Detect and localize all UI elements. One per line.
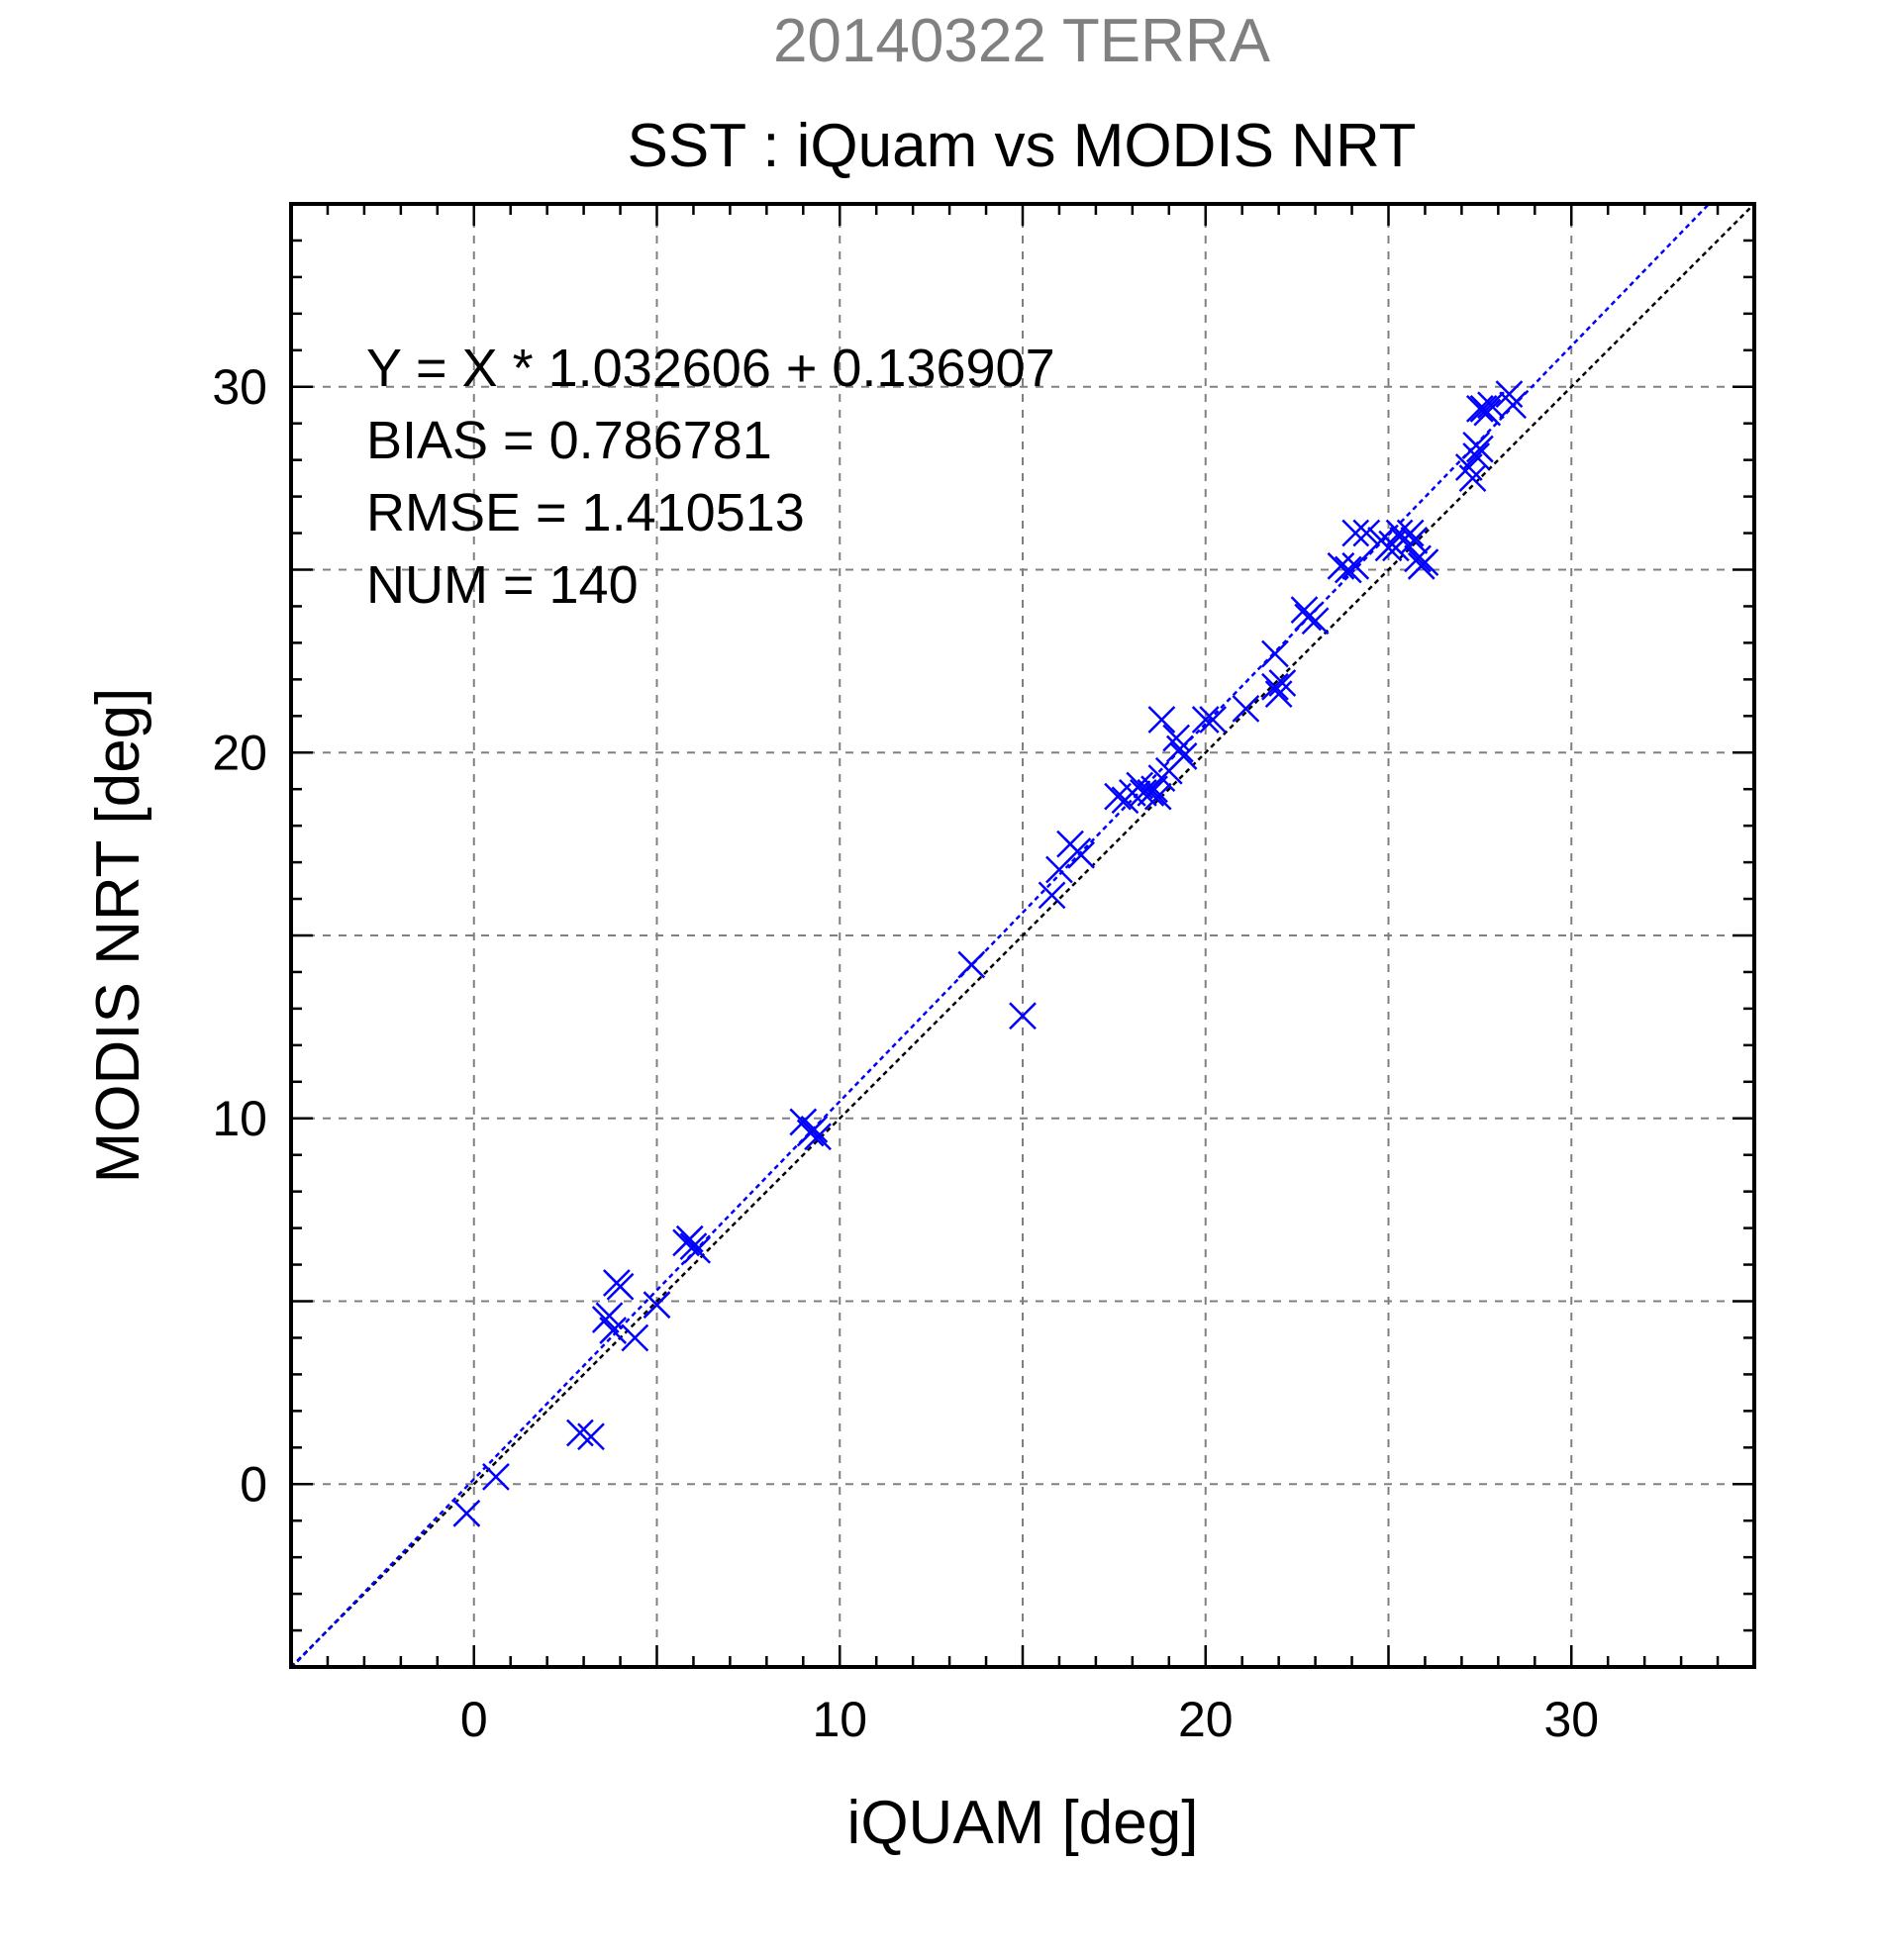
regression-equation: Y = X * 1.032606 + 0.136907 — [366, 339, 1055, 398]
grid-lines — [291, 204, 1754, 1667]
data-point — [1400, 527, 1429, 554]
data-point — [1191, 706, 1220, 734]
plot-frame — [289, 202, 1756, 1669]
data-point — [1038, 881, 1066, 910]
data-point — [1143, 782, 1172, 811]
one-to-one-line — [291, 204, 1754, 1667]
y-axis-label: MODIS NRT [deg] — [84, 688, 152, 1184]
data-point — [1477, 391, 1505, 420]
data-point — [1352, 519, 1381, 547]
data-point — [1261, 672, 1289, 701]
data-points — [452, 380, 1528, 1527]
rmse-value: RMSE = 1.410513 — [366, 483, 805, 542]
data-point — [1294, 603, 1323, 632]
data-point — [1334, 555, 1362, 584]
stats-box: Y = X * 1.032606 + 0.136907 BIAS = 0.786… — [366, 339, 1055, 615]
regression-fit-line — [291, 204, 1712, 1667]
data-point — [1462, 442, 1491, 470]
tick-labels: 0 10 20 30 0 10 20 30 — [212, 359, 1599, 1747]
data-point — [1261, 639, 1289, 668]
data-point — [1268, 669, 1297, 697]
data-point — [1147, 706, 1176, 734]
data-point — [1067, 840, 1096, 869]
chart-title: SST : iQuam vs MODIS NRT — [628, 112, 1417, 180]
x-tick-label: 20 — [1178, 1692, 1234, 1747]
data-point — [800, 1115, 829, 1143]
data-point — [452, 1499, 481, 1527]
data-point — [1341, 519, 1370, 547]
data-point — [1465, 435, 1494, 463]
data-point — [566, 1419, 594, 1447]
x-tick-label: 30 — [1543, 1692, 1599, 1747]
chart-supertitle: 20140322 TERRA — [773, 7, 1271, 75]
y-tick-label: 20 — [212, 725, 267, 780]
data-point — [1465, 395, 1494, 423]
y-tick-label: 10 — [212, 1091, 267, 1146]
x-tick-label: 10 — [812, 1692, 867, 1747]
data-point — [621, 1323, 649, 1352]
data-point — [1473, 398, 1502, 427]
data-point — [606, 1272, 635, 1301]
y-tick-label: 0 — [240, 1456, 267, 1512]
data-point — [1199, 706, 1228, 734]
data-point — [804, 1123, 832, 1151]
data-point — [1404, 544, 1432, 573]
data-point — [1495, 380, 1524, 409]
data-point — [1396, 519, 1425, 547]
data-point — [577, 1422, 605, 1451]
x-axis-label: iQUAM [deg] — [847, 1789, 1199, 1857]
data-point — [482, 1462, 510, 1491]
data-point — [1169, 742, 1198, 770]
data-point — [1341, 551, 1370, 580]
data-point — [957, 950, 986, 979]
data-point — [1327, 551, 1355, 580]
y-tick-label: 30 — [212, 359, 267, 415]
data-point — [643, 1291, 671, 1320]
data-point — [599, 1317, 628, 1344]
data-point — [1301, 607, 1330, 636]
num-value: NUM = 140 — [366, 555, 639, 615]
data-point — [1499, 391, 1528, 420]
data-point — [1009, 1002, 1037, 1030]
data-point — [1166, 735, 1194, 763]
data-point — [1385, 519, 1414, 547]
data-point — [683, 1235, 712, 1264]
x-tick-label: 0 — [460, 1692, 488, 1747]
bias-value: BIAS = 0.786781 — [366, 411, 772, 470]
data-point — [1232, 695, 1260, 723]
data-point — [1264, 680, 1293, 709]
data-point — [1411, 548, 1439, 576]
data-point — [1162, 724, 1191, 752]
